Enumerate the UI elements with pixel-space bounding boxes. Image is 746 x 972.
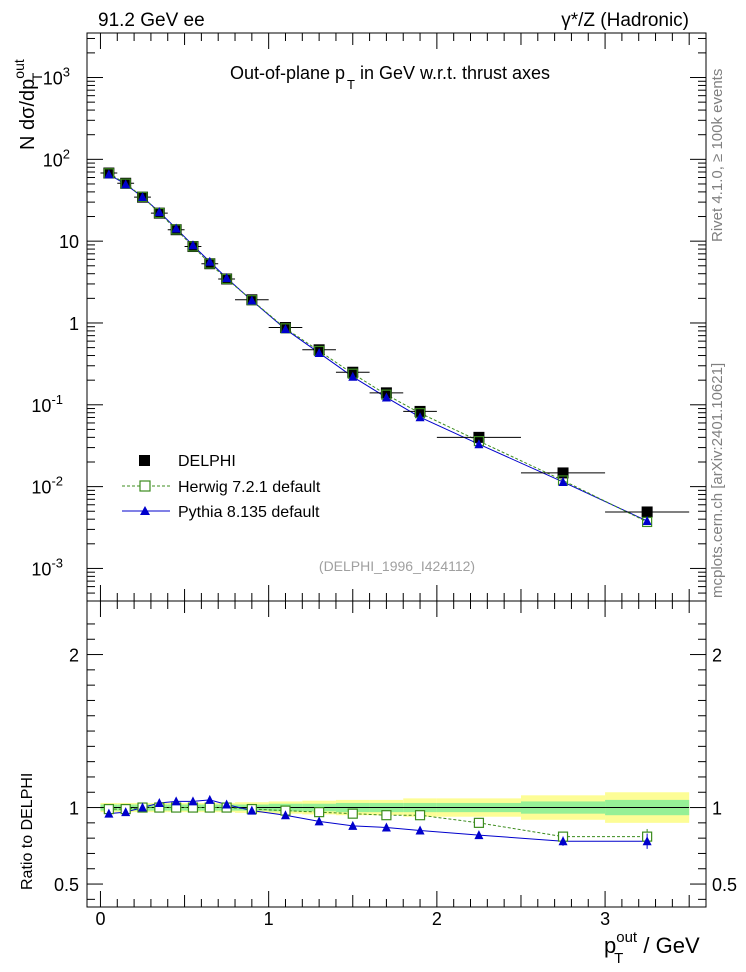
ratio-pythia-point [381, 822, 391, 832]
ratio-pythia-point [348, 820, 358, 830]
pythia-point [247, 295, 257, 305]
ratio-axis-ticks: 0.5 0.5 1 1 2 2 0 1 2 3 [54, 601, 737, 929]
ratio-pythia-point [104, 808, 114, 818]
ratio-y-tick-label-right: 1 [712, 799, 722, 819]
pythia-point [314, 347, 324, 357]
ratio-frame [86, 600, 707, 908]
main-ylabel: N dσ/dpout T [11, 59, 45, 150]
ratio-pythia-point [205, 794, 215, 804]
main-axis-ticks: 10-3 10-2 10-1 1 10 102 103 [31, 33, 706, 602]
ratio-herwig-point [314, 807, 325, 818]
svg-text:DELPHI: DELPHI [178, 453, 236, 470]
ratio-herwig-point [414, 810, 426, 821]
header-left: 91.2 GeV ee [98, 10, 205, 31]
ratio-pythia-point [247, 805, 257, 815]
x-tick-label: 0 [95, 909, 105, 929]
pythia-point [415, 412, 425, 422]
legend-item-herwig: Herwig 7.2.1 default [122, 479, 321, 496]
delphi-point [641, 506, 653, 518]
svg-text:Herwig 7.2.1 default: Herwig 7.2.1 default [178, 479, 321, 496]
ratio-panel: 0.5 0.5 1 1 2 2 0 1 2 3 Ratio to DELPHI pout T / G… [19, 600, 737, 967]
ratio-y-tick-label-left: 1 [69, 799, 79, 819]
main-series [100, 167, 690, 528]
pythia-point [154, 207, 164, 217]
ratio-y-tick-label-right: 2 [712, 646, 722, 666]
pythia-point [104, 169, 114, 179]
x-tick-label: 3 [600, 909, 610, 929]
ratio-pythia-point [222, 799, 232, 809]
ratio-herwig-point [473, 817, 485, 828]
y-tick-label: 1 [69, 314, 79, 334]
ratio-y-tick-label-left: 0.5 [54, 875, 79, 895]
ratio-pythia-point [121, 807, 131, 817]
x-tick-label: 1 [264, 909, 274, 929]
pythia-point [558, 476, 568, 486]
main-title: Out-of-plane pT in GeV w.r.t. thrust axe… [230, 63, 550, 92]
header-right: γ*/Z (Hadronic) [561, 10, 689, 31]
ratio-pythia-point [154, 797, 164, 807]
pythia-point [138, 192, 148, 202]
ratio-pythia-point [314, 816, 324, 826]
pythia-point [474, 439, 484, 449]
x-axis-label: pout T / GeV [604, 929, 700, 967]
rivet-label: Rivet 4.1.0, ≥ 100k events [709, 69, 726, 242]
y-tick-label: 10-3 [31, 555, 63, 579]
ratio-herwig-point [347, 808, 358, 819]
y-tick-label: 10-1 [31, 392, 63, 416]
pythia-point [280, 324, 290, 334]
ratio-series [103, 794, 653, 849]
y-tick-label: 10-2 [31, 474, 63, 498]
legend: DELPHI Herwig 7.2.1 default Pythia 8.135… [122, 453, 321, 521]
ratio-pythia-point [474, 830, 484, 840]
y-tick-label: 103 [43, 65, 70, 89]
ratio-herwig-point [204, 802, 215, 813]
ratio-pythia-point [280, 810, 290, 820]
delphi-point [557, 467, 569, 479]
y-tick-label: 10 [59, 232, 79, 252]
y-tick-label: 102 [43, 146, 70, 170]
ratio-pythia-point [642, 836, 652, 846]
legend-item-pythia: Pythia 8.135 default [122, 504, 320, 521]
pythia-point [348, 371, 358, 381]
pythia-point [171, 223, 181, 233]
ratio-pythia-point [415, 825, 425, 835]
mcplots-label: mcplots.cern.ch [arXiv:2401.10621] [709, 363, 726, 598]
ratio-pythia-point [558, 836, 568, 846]
svg-text:Pythia 8.135 default: Pythia 8.135 default [178, 504, 320, 521]
ratio-herwig-point [381, 810, 392, 821]
ratio-pythia-point [188, 796, 198, 806]
watermark: (DELPHI_1996_I424112) [319, 558, 475, 574]
pythia-point [642, 516, 652, 526]
pythia-point [205, 256, 215, 266]
delphi-point [414, 405, 426, 417]
delphi-point [473, 431, 485, 443]
main-panel: 10-3 10-2 10-1 1 10 102 103 Out-of-plane pT in… [11, 32, 707, 602]
ratio-pythia-point [171, 796, 181, 806]
ratio-y-tick-label-left: 2 [69, 646, 79, 666]
pythia-point [381, 392, 391, 402]
pythia-point [121, 179, 131, 189]
legend-item-delphi: DELPHI [139, 453, 236, 470]
pythia-point [188, 240, 198, 250]
ratio-ylabel: Ratio to DELPHI [19, 773, 36, 890]
x-tick-label: 2 [432, 909, 442, 929]
ratio-herwig-line [108, 807, 648, 838]
ratio-y-tick-label-right: 0.5 [712, 875, 737, 895]
ratio-pythia-point [138, 802, 148, 812]
pythia-point [222, 272, 232, 282]
